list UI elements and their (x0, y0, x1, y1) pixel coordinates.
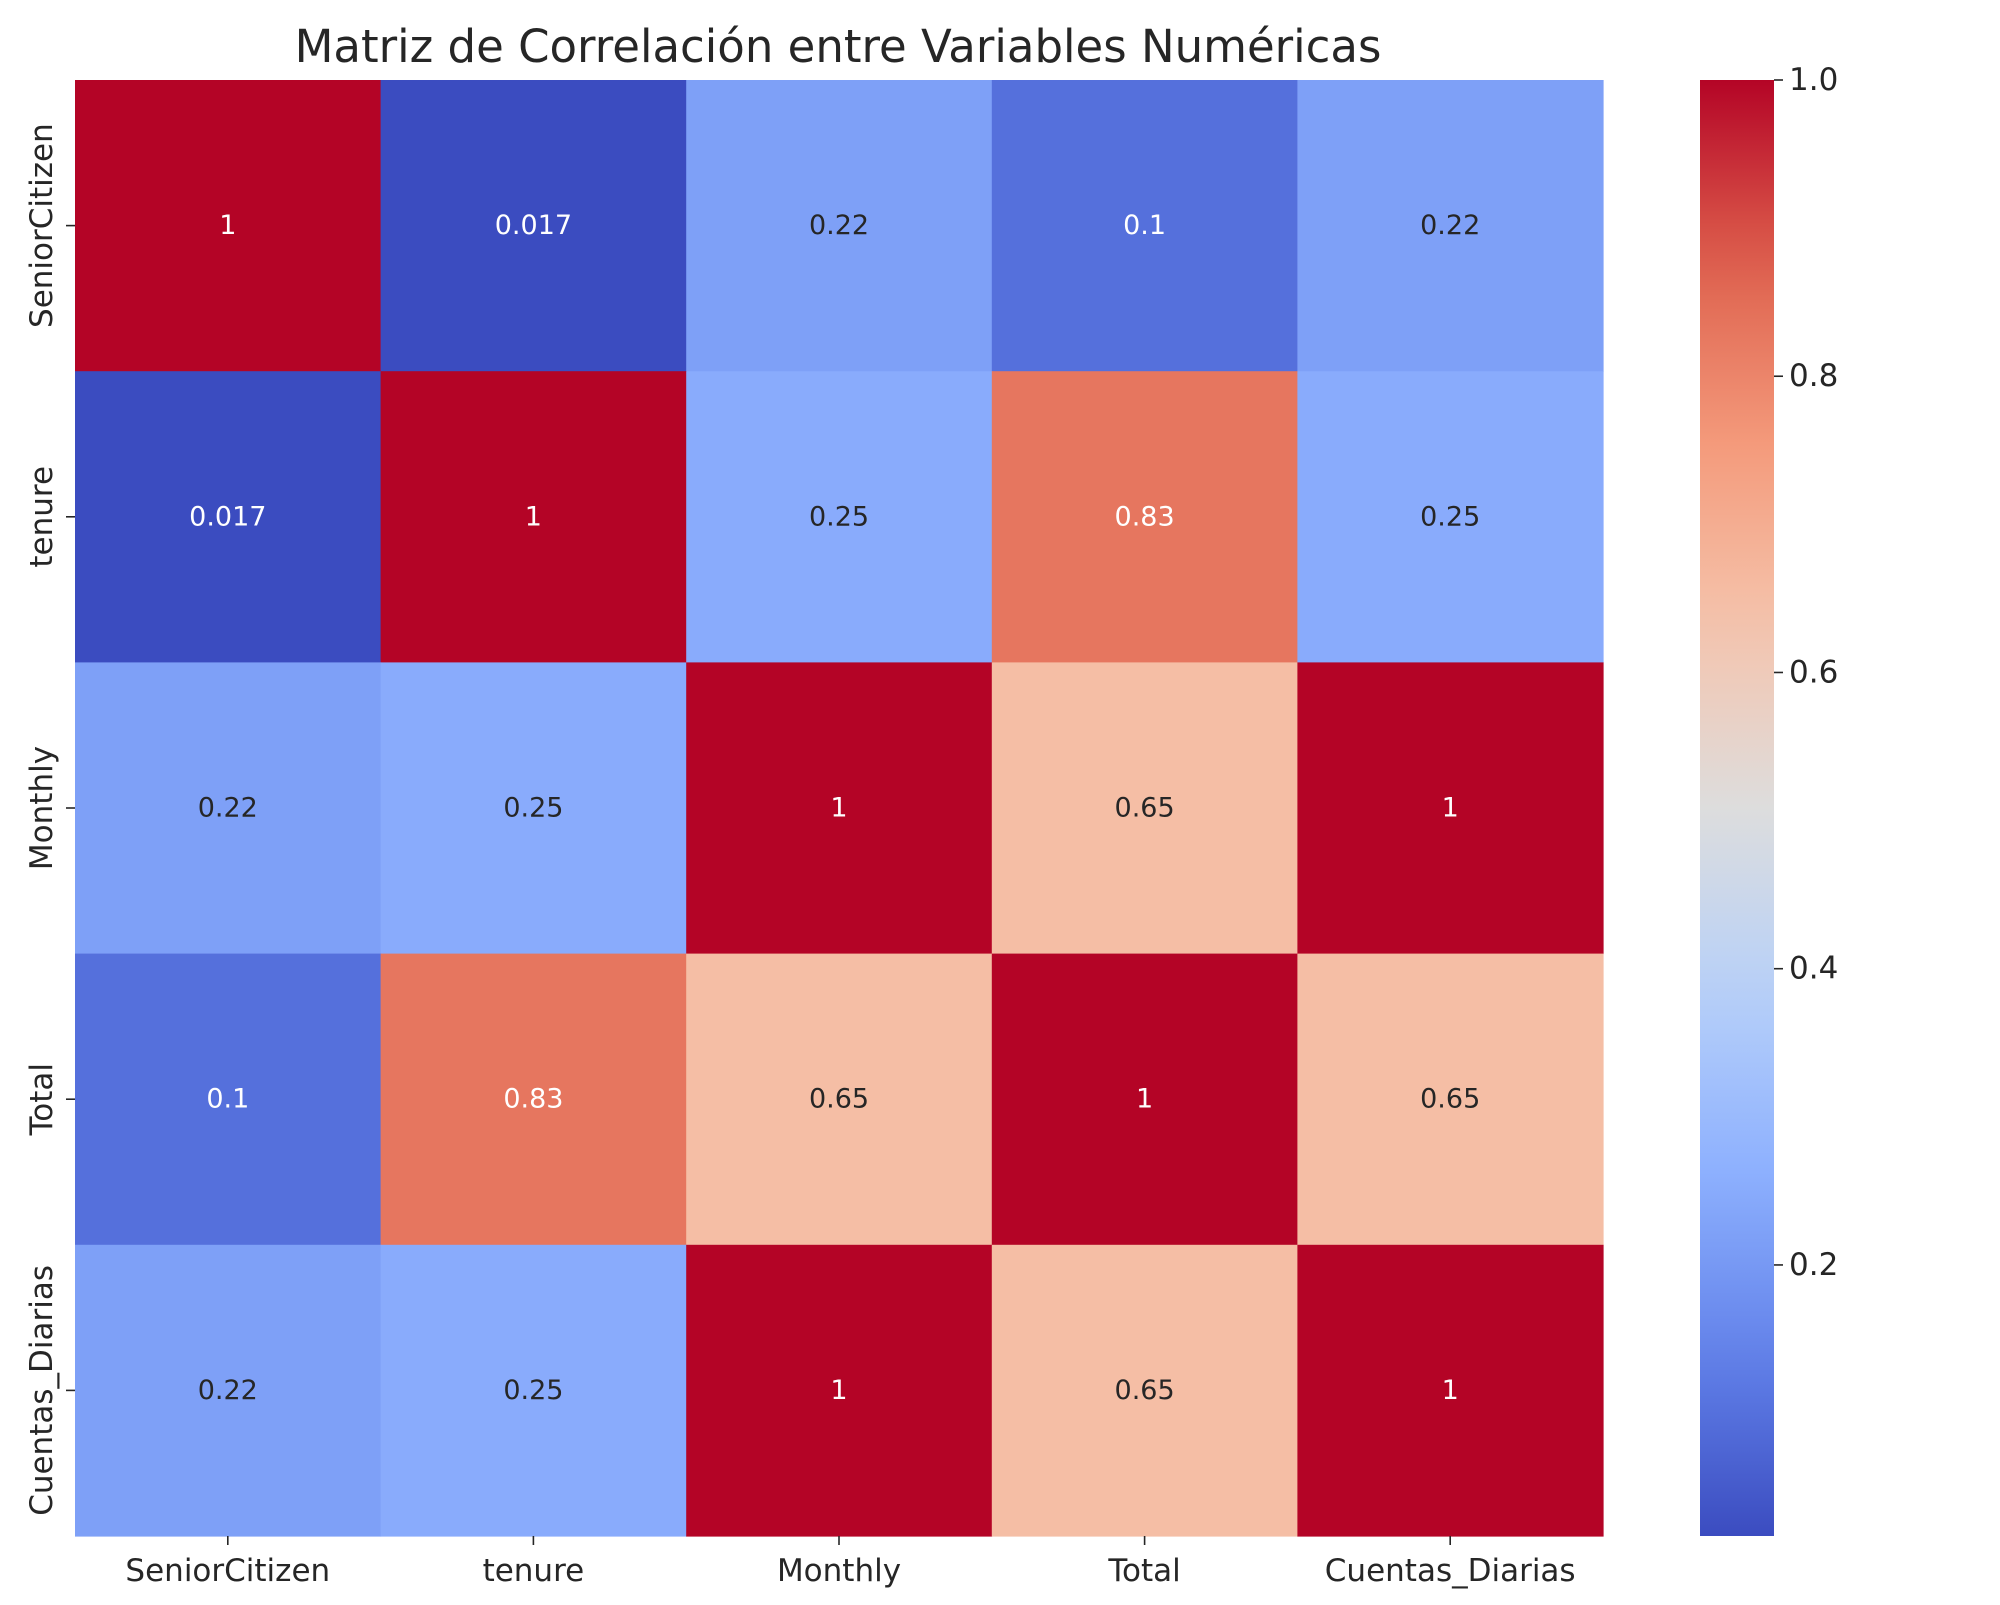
x-tick-label: Monthly (777, 1553, 901, 1589)
cell-annotation: 0.65 (809, 1084, 869, 1115)
y-tick-label: SeniorCitizen (24, 123, 60, 328)
cell-annotation: 0.83 (1115, 501, 1175, 532)
cell-annotation: 0.25 (809, 501, 869, 532)
colorbar-tick-label: 0.6 (1789, 654, 1838, 690)
y-tick-label: tenure (24, 466, 60, 568)
cell-annotation: 0.65 (1420, 1084, 1480, 1115)
heatmap-cell (1297, 80, 1604, 372)
cell-annotation: 0.83 (503, 1084, 563, 1115)
heatmap-cell (686, 1244, 993, 1537)
heatmap-cell (686, 662, 993, 955)
heatmap-cell (1297, 371, 1604, 663)
cell-annotation: 1 (830, 1375, 847, 1406)
heatmap-cell (1297, 1244, 1604, 1537)
colorbar-tick-label: 0.8 (1789, 358, 1838, 394)
cell-annotation: 0.22 (198, 1375, 258, 1406)
heatmap-cell (686, 371, 993, 663)
y-tick-label: Monthly (24, 746, 60, 870)
cell-annotation: 1 (1136, 1084, 1153, 1115)
x-axis: SeniorCitizen tenure Monthly Total Cuentas_D… (125, 1536, 1576, 1589)
cell-annotation: 0.25 (1420, 501, 1480, 532)
cell-annotation: 0.22 (809, 210, 869, 241)
heatmap-cell (1297, 953, 1604, 1246)
heatmap-cell (686, 80, 993, 372)
cell-annotation: 1 (1442, 793, 1459, 824)
heatmap-cells (75, 80, 1604, 1537)
heatmap-cell (380, 662, 687, 955)
y-tick-label: Cuentas_Diarias (24, 1265, 60, 1516)
heatmap-cell (991, 371, 1298, 663)
heatmap-cell (991, 662, 1298, 955)
heatmap-cell (1297, 662, 1604, 955)
x-tick-label: tenure (483, 1553, 585, 1589)
cell-annotation: 0.1 (206, 1084, 249, 1115)
cell-annotations: 1 0.017 0.22 0.1 0.22 0.017 1 0.25 0.83 0.25 0.22 0… (189, 210, 1480, 1406)
y-tick-label: Total (24, 1063, 60, 1136)
cell-annotation: 0.65 (1115, 793, 1175, 824)
colorbar-gradient (1700, 80, 1774, 1536)
cell-annotation: 0.22 (1420, 210, 1480, 241)
cell-annotation: 0.017 (495, 210, 572, 241)
heatmap-cell (75, 371, 382, 663)
chart-title: Matriz de Correlación entre Variables Nu… (295, 20, 1382, 73)
colorbar-tick-label: 0.4 (1789, 951, 1838, 987)
heatmap-cell (991, 953, 1298, 1246)
heatmap-cell (380, 953, 687, 1246)
heatmap-cell (380, 1244, 687, 1537)
x-tick-label: Cuentas_Diarias (1325, 1553, 1576, 1589)
colorbar: 0.2 0.4 0.6 0.8 1.0 (1700, 62, 1838, 1536)
cell-annotation: 0.1 (1123, 210, 1166, 241)
cell-annotation: 1 (525, 501, 542, 532)
heatmap-cell (75, 1244, 382, 1537)
cell-annotation: 0.22 (198, 793, 258, 824)
cell-annotation: 0.65 (1115, 1375, 1175, 1406)
heatmap-cell (380, 371, 687, 663)
heatmap-cell (380, 80, 687, 372)
heatmap-cell (991, 80, 1298, 372)
cell-annotation: 1 (1442, 1375, 1459, 1406)
cell-annotation: 1 (219, 210, 236, 241)
y-axis: SeniorCitizen tenure Monthly Total Cuentas_D… (24, 123, 75, 1516)
cell-annotation: 1 (830, 793, 847, 824)
colorbar-tick-label: 1.0 (1789, 62, 1838, 98)
cell-annotation: 0.25 (503, 793, 563, 824)
x-tick-label: SeniorCitizen (125, 1553, 330, 1589)
cell-annotation: 0.017 (189, 501, 266, 532)
heatmap-cell (75, 80, 382, 372)
x-tick-label: Total (1107, 1553, 1180, 1589)
cell-annotation: 0.25 (503, 1375, 563, 1406)
heatmap-cell (75, 953, 382, 1246)
heatmap-cell (991, 1244, 1298, 1537)
heatmap-cell (686, 953, 993, 1246)
colorbar-tick-label: 0.2 (1789, 1247, 1838, 1283)
heatmap-cell (75, 662, 382, 955)
